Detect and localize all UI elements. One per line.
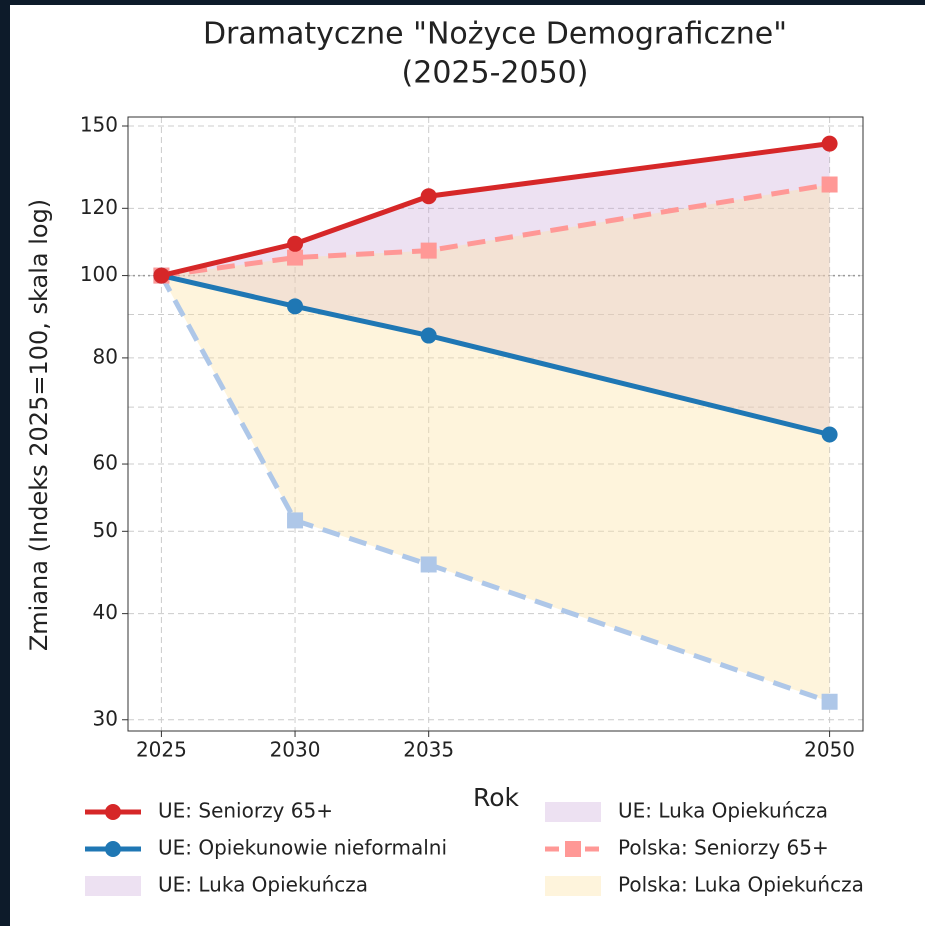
gap-area: [161, 143, 830, 435]
line: [161, 182, 830, 279]
point: [287, 235, 304, 252]
point: [821, 135, 838, 152]
point: [821, 176, 838, 193]
y-tick-label: 80: [93, 344, 118, 368]
point: [287, 298, 304, 315]
line: [160, 273, 831, 437]
point: [287, 512, 304, 529]
point: [420, 242, 437, 259]
point: [821, 426, 838, 443]
y-tick-label: 30: [93, 706, 118, 730]
legend-label: Polska: Luka Opiekuńcza: [618, 873, 864, 897]
legend-swatch: [85, 876, 141, 896]
y-tick-label: 150: [80, 112, 118, 136]
legend-label: UE: Opiekunowie nieformalni: [158, 836, 447, 860]
x-axis-label: Rok: [473, 783, 520, 812]
point: [821, 693, 838, 710]
x-tick-label: 2035: [403, 738, 454, 762]
legend-marker: [105, 841, 121, 857]
chart-title: (2025-2050): [402, 56, 589, 91]
background: [10, 5, 925, 926]
legend-label: UE: Seniorzy 65+: [158, 799, 333, 823]
x-tick-label: 2025: [136, 738, 187, 762]
x-tick-label: 2050: [804, 738, 855, 762]
y-tick-label: 40: [93, 600, 118, 624]
point: [287, 249, 304, 266]
line: [159, 274, 831, 705]
point: [153, 267, 170, 284]
y-tick-label: 60: [93, 451, 118, 475]
chart-title: Dramatyczne "Nożyce Demograficzne": [203, 17, 787, 52]
legend-label: UE: Luka Opiekuńcza: [618, 799, 828, 823]
legend-swatch: [545, 876, 601, 896]
y-tick-label: 120: [80, 195, 118, 219]
point: [420, 327, 437, 344]
legend-label: UE: Luka Opiekuńcza: [158, 873, 368, 897]
legend-label: Polska: Seniorzy 65+: [618, 836, 829, 860]
y-tick-label: 50: [93, 518, 118, 542]
legend-marker: [565, 841, 581, 857]
legend-swatch: [545, 802, 601, 822]
plot-frame: [127, 116, 864, 732]
point: [420, 188, 437, 205]
point: [420, 556, 437, 573]
legend-marker: [105, 804, 121, 820]
y-axis-label: Zmiana (Indeks 2025=100, skala log): [25, 199, 53, 651]
line: [160, 141, 830, 279]
x-tick-label: 2030: [270, 738, 321, 762]
y-tick-label: 100: [80, 262, 118, 286]
